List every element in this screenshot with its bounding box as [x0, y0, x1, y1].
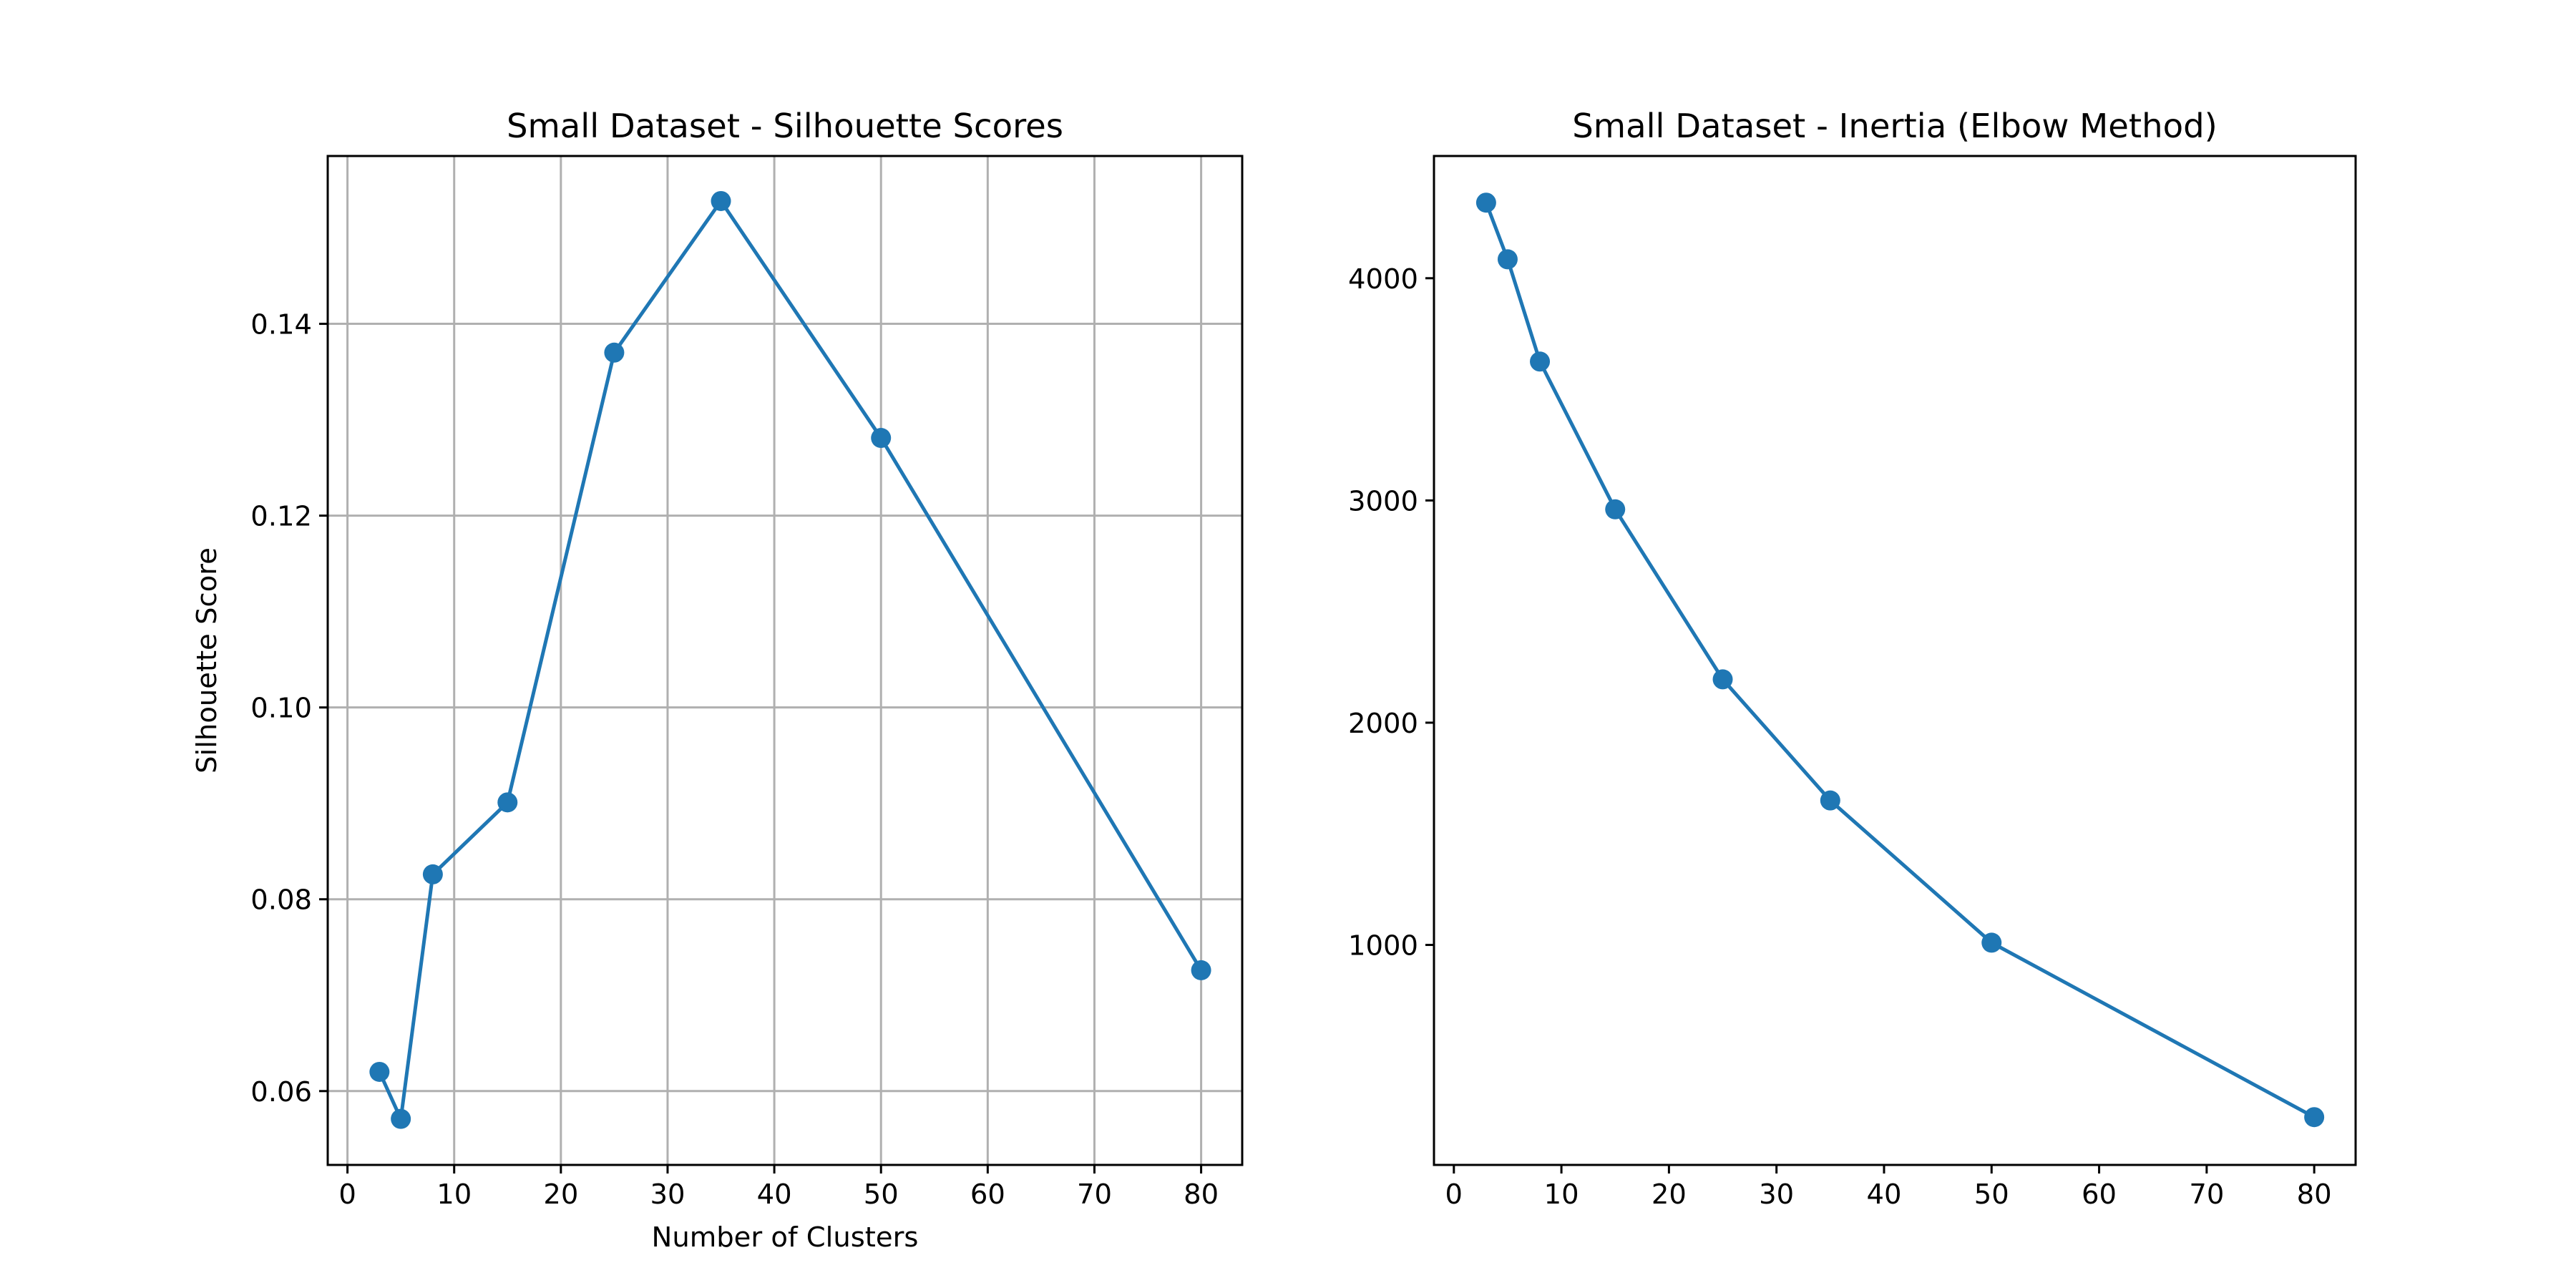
silhouette-data-point — [422, 864, 443, 884]
silhouette-y-tick-label: 0.10 — [250, 693, 312, 725]
silhouette-grid — [328, 156, 1242, 1165]
inertia-data-point — [1475, 192, 1496, 213]
inertia-x-tick-label: 20 — [1652, 1179, 1687, 1211]
inertia-data-point — [1530, 351, 1551, 372]
inertia-y-tick-label: 3000 — [1348, 485, 1418, 517]
silhouette-series-line — [377, 199, 1204, 1121]
silhouette-x-tick-label: 80 — [1184, 1179, 1219, 1211]
inertia-x-tick-label: 30 — [1759, 1179, 1794, 1211]
inertia-data-point — [1981, 932, 2002, 953]
silhouette-x-tick-label: 10 — [436, 1179, 472, 1211]
silhouette-x-tick-label: 30 — [650, 1179, 685, 1211]
silhouette-plot-frame — [326, 155, 1244, 1166]
silhouette-ticks: 0 10 20 30 40 50 60 70 80 0.06 0.08 0.10 0.12 0.14 — [250, 309, 1219, 1211]
silhouette-x-tick-label: 50 — [864, 1179, 899, 1211]
silhouette-x-tick-label: 20 — [543, 1179, 578, 1211]
inertia-x-tick-label: 70 — [2189, 1179, 2224, 1211]
silhouette-x-tick-label: 70 — [1077, 1179, 1112, 1211]
silhouette-panel: 0 10 20 30 40 50 60 70 80 0.06 0.08 0.10 0.12 0.14 Sm… — [191, 107, 1244, 1254]
inertia-x-tick-label: 60 — [2082, 1179, 2117, 1211]
inertia-data-point — [1497, 249, 1518, 270]
silhouette-series — [369, 190, 1211, 1129]
inertia-y-tick-label: 2000 — [1348, 708, 1418, 740]
silhouette-data-point — [497, 792, 518, 813]
silhouette-data-point — [604, 342, 625, 363]
silhouette-x-tick-label: 40 — [757, 1179, 792, 1211]
silhouette-x-tick-label: 60 — [970, 1179, 1005, 1211]
inertia-plot-frame — [1433, 155, 2357, 1166]
silhouette-data-point — [391, 1108, 411, 1129]
inertia-series-line — [1484, 200, 2316, 1119]
silhouette-y-tick-label: 0.12 — [250, 501, 312, 533]
inertia-ticks: 0 10 20 30 40 50 60 70 80 1000 2000 3000 4000 — [1348, 263, 2332, 1211]
silhouette-data-point — [711, 190, 731, 211]
silhouette-data-point — [1191, 960, 1211, 980]
silhouette-data-point — [369, 1061, 390, 1082]
inertia-chart-title: Small Dataset - Inertia (Elbow Method) — [1572, 107, 2217, 145]
silhouette-chart-title: Small Dataset - Silhouette Scores — [507, 107, 1063, 145]
inertia-data-point — [2304, 1107, 2325, 1128]
inertia-y-tick-label: 4000 — [1348, 263, 1418, 296]
inertia-series — [1475, 192, 2325, 1128]
inertia-data-point — [1605, 499, 1626, 519]
inertia-x-tick-label: 50 — [1974, 1179, 2009, 1211]
silhouette-data-point — [871, 428, 892, 449]
inertia-x-tick-label: 80 — [2297, 1179, 2332, 1211]
silhouette-x-tick-label: 0 — [338, 1179, 356, 1211]
inertia-x-tick-label: 0 — [1445, 1179, 1463, 1211]
inertia-panel: 0 10 20 30 40 50 60 70 80 1000 2000 3000 4000 Small … — [1348, 107, 2357, 1211]
silhouette-x-axis-label: Number of Clusters — [652, 1221, 919, 1254]
inertia-x-tick-label: 40 — [1866, 1179, 1901, 1211]
inertia-data-point — [1820, 790, 1840, 811]
silhouette-y-tick-label: 0.06 — [250, 1076, 312, 1108]
silhouette-y-axis-label: Silhouette Score — [191, 547, 223, 774]
silhouette-y-tick-label: 0.14 — [250, 309, 312, 341]
inertia-y-tick-label: 1000 — [1348, 930, 1418, 962]
inertia-data-point — [1712, 669, 1733, 690]
silhouette-y-tick-label: 0.08 — [250, 884, 312, 917]
inertia-x-tick-label: 10 — [1544, 1179, 1579, 1211]
